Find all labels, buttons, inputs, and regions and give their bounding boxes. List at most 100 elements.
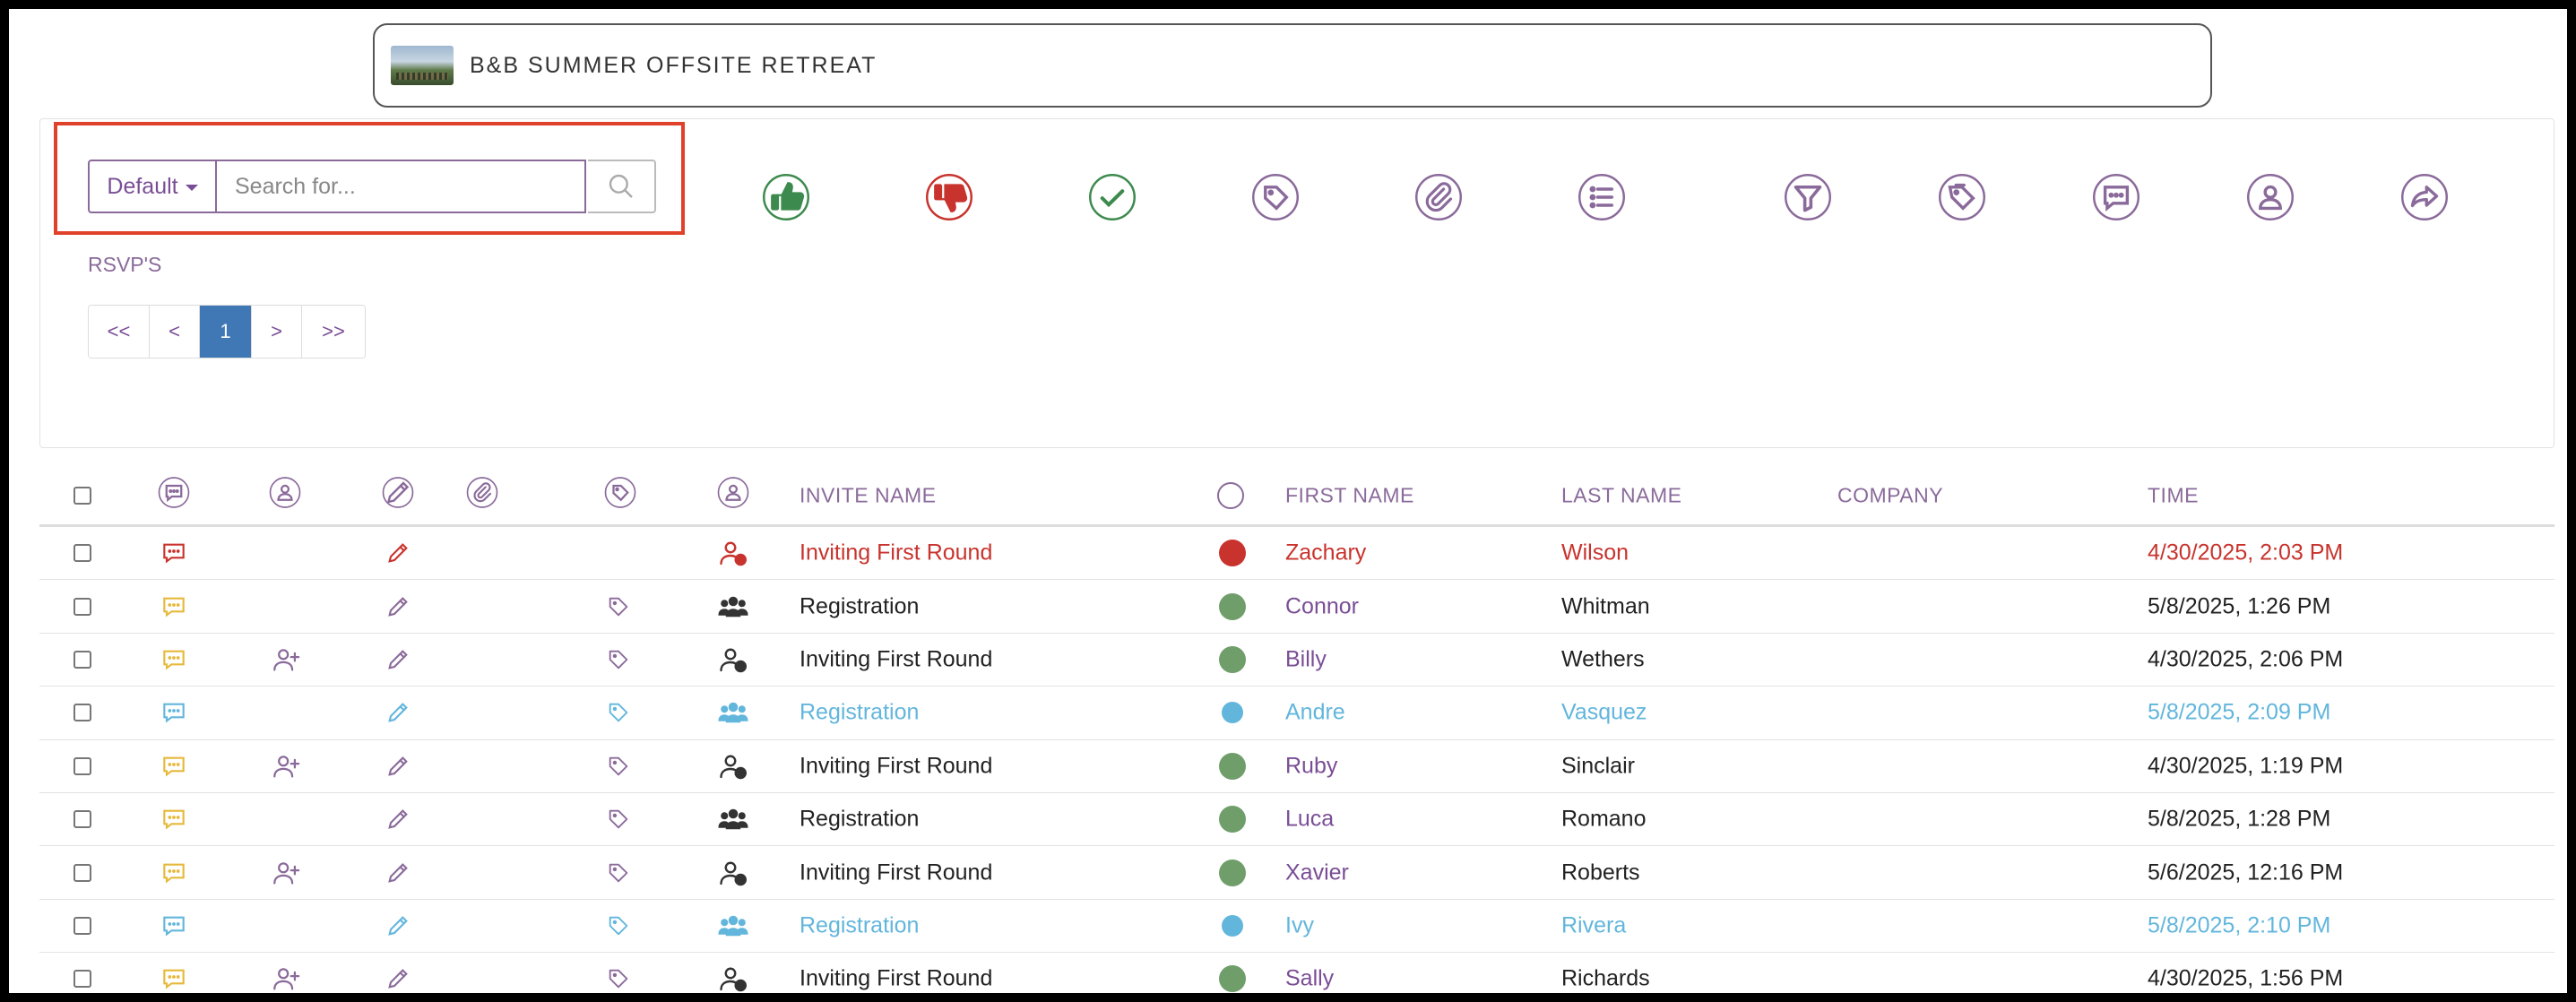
row-checkbox[interactable] [73,756,91,775]
user-button[interactable] [2246,173,2295,221]
row-checkbox[interactable] [73,597,91,616]
edit-column-icon[interactable] [382,476,414,514]
status-dot [1222,702,1243,724]
invite-name: Registration [800,593,920,619]
thumbs-down-button[interactable] [925,173,973,221]
row-checkbox[interactable] [73,650,91,669]
time: 5/8/2025, 1:26 PM [2148,593,2331,619]
filter-button[interactable] [1784,173,1832,221]
page-first-button[interactable]: << [89,306,150,358]
table-row[interactable]: Inviting First Round Ruby Sinclair 4/30/202… [39,740,2554,793]
edit-icon[interactable] [384,698,412,727]
tag-icon[interactable] [606,807,631,832]
comment-icon[interactable] [160,539,188,567]
comment-button[interactable] [2092,173,2140,221]
add-user-icon[interactable] [271,858,301,888]
comment-icon[interactable] [160,645,188,674]
user-status-icon [717,537,749,569]
row-checkbox[interactable] [73,916,91,935]
list-button[interactable] [1578,173,1626,221]
add-user-icon[interactable] [271,644,301,675]
comment-icon[interactable] [160,698,188,727]
comment-icon[interactable] [160,911,188,940]
edit-icon[interactable] [384,645,412,674]
column-last-name[interactable]: LAST NAME [1561,483,1682,506]
comment-icon[interactable] [160,592,188,621]
share-button[interactable] [2400,173,2449,221]
add-user-column-icon[interactable] [269,476,301,514]
edit-icon[interactable] [384,859,412,887]
edit-icon[interactable] [384,539,412,567]
tag-icon[interactable] [606,647,631,672]
column-time[interactable]: TIME [2148,483,2199,506]
first-name[interactable]: Ruby [1285,753,1338,779]
first-name[interactable]: Andre [1285,699,1345,725]
edit-icon[interactable] [384,592,412,621]
check-button[interactable] [1088,173,1137,221]
tag-icon[interactable] [606,700,631,725]
table-row[interactable]: Inviting First Round Billy Wethers 4/30/202… [39,634,2554,687]
tag-icon[interactable] [606,966,631,991]
tag-icon[interactable] [606,913,631,938]
first-name[interactable]: Ivy [1285,912,1314,938]
page-next-button[interactable]: > [252,306,302,358]
column-company[interactable]: COMPANY [1837,483,1944,506]
table-row[interactable]: Inviting First Round Sally Richards 4/30/20… [39,953,2554,993]
comment-icon[interactable] [160,805,188,834]
row-checkbox[interactable] [73,704,91,722]
tag-icon[interactable] [606,754,631,779]
table-row[interactable]: Registration Ivy Rivera 5/8/2025, 2:10 PM [39,900,2554,954]
comment-icon[interactable] [160,752,188,781]
search-button[interactable] [588,160,656,213]
table-row[interactable]: Inviting First Round Xavier Roberts 5/6/202… [39,846,2554,900]
table-row[interactable]: Registration Andre Vasquez 5/8/2025, 2:09 P… [39,687,2554,740]
comment-icon[interactable] [160,964,188,993]
first-name[interactable]: Billy [1285,646,1327,672]
tag-button[interactable] [1251,173,1300,221]
column-first-name[interactable]: FIRST NAME [1285,483,1414,506]
tag-icon[interactable] [606,594,631,619]
user-status-icon [717,857,749,889]
row-checkbox[interactable] [73,810,91,829]
page-current-button[interactable]: 1 [200,306,252,358]
table-row[interactable]: Registration Connor Whitman 5/8/2025, 1:26 … [39,580,2554,634]
paperclip-column-icon[interactable] [466,476,498,514]
tag-icon[interactable] [606,860,631,885]
first-name[interactable]: Zachary [1285,540,1367,566]
status-column-icon[interactable] [1217,481,1244,509]
edit-icon[interactable] [384,911,412,940]
table-row[interactable]: Registration Luca Romano 5/8/2025, 1:28 PM [39,793,2554,847]
add-user-icon[interactable] [271,963,301,993]
select-all-checkbox[interactable] [73,486,91,505]
table-row[interactable]: Inviting First Round Zachary Wilson 4/30/20… [39,527,2554,581]
first-name[interactable]: Xavier [1285,859,1349,885]
row-checkbox[interactable] [73,544,91,563]
tags-button[interactable] [1938,173,1986,221]
page-last-button[interactable]: >> [302,306,365,358]
first-name[interactable]: Luca [1285,806,1335,832]
comment-column-icon[interactable] [158,476,190,514]
first-name[interactable]: Sally [1285,965,1335,991]
row-checkbox[interactable] [73,863,91,882]
search-group: Default [88,160,656,213]
status-dot [1219,645,1246,673]
row-checkbox[interactable] [73,970,91,989]
add-user-icon[interactable] [271,751,301,782]
comment-icon[interactable] [160,859,188,887]
edit-icon[interactable] [384,805,412,834]
invite-name: Inviting First Round [800,540,993,566]
paperclip-button[interactable] [1414,173,1463,221]
thumbs-up-button[interactable] [762,173,810,221]
time: 4/30/2025, 1:19 PM [2148,753,2344,779]
tag-column-icon[interactable] [604,476,636,514]
user-column-icon[interactable] [717,476,749,514]
column-invite-name[interactable]: INVITE NAME [800,483,937,506]
search-mode-dropdown[interactable]: Default [88,160,217,213]
search-input[interactable] [217,160,586,213]
section-label: RSVP'S [88,253,162,276]
edit-icon[interactable] [384,752,412,781]
first-name[interactable]: Connor [1285,593,1359,619]
group-icon [717,696,749,729]
page-prev-button[interactable]: < [150,306,200,358]
edit-icon[interactable] [384,964,412,993]
